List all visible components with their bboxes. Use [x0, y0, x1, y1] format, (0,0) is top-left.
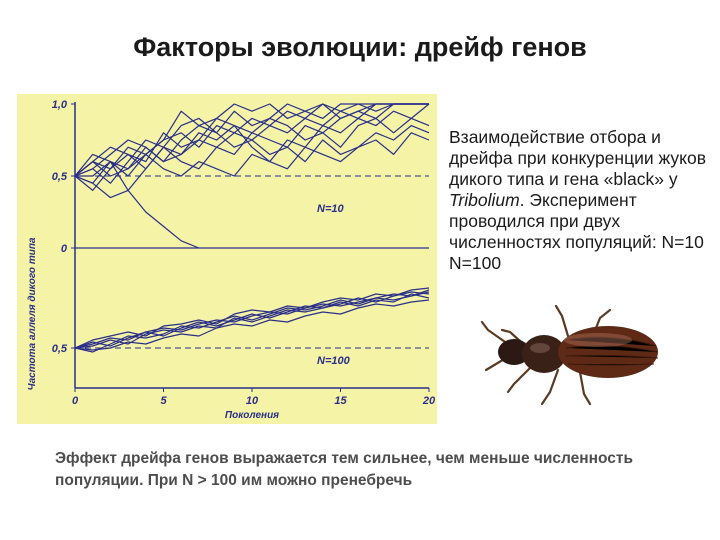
- x-tick-label: 15: [334, 395, 347, 407]
- x-tick-label: 0: [72, 395, 79, 407]
- panel-label: N=100: [317, 355, 351, 367]
- y-tick-label: 0,5: [52, 343, 68, 355]
- x-axis-label: Поколения: [225, 410, 279, 421]
- description-after: . Эксперимент проводился при двух числен…: [449, 190, 704, 273]
- footer-text: Эффект дрейфа генов выражается тем сильн…: [55, 450, 634, 489]
- series-line-n10-1: [74, 103, 429, 177]
- description-before: Взаимодействие отбора и дрейфа при конку…: [449, 127, 707, 189]
- series-line-n10-10: [74, 175, 200, 249]
- y-axis-label: Частота аллеля дикого типа: [27, 237, 38, 390]
- series-line-n10-4: [74, 103, 429, 177]
- drift-chart: 0 5 10 15 20 Поколения Частота аллеля дикого т…: [27, 99, 436, 421]
- slide-title: Факторы эволюции: дрейф генов: [133, 32, 587, 62]
- chart-panel: 0 5 10 15 20 Поколения Частота аллеля дикого т…: [17, 94, 437, 424]
- y-tick-label: 0,5: [52, 171, 68, 183]
- x-tick-label: 5: [160, 395, 167, 407]
- series-line-n10-7: [74, 103, 429, 177]
- beetle-image: [480, 304, 659, 406]
- y-tick-label: 0: [61, 243, 68, 255]
- series-line-n10-6: [74, 125, 430, 177]
- x-tick-label: 20: [422, 395, 436, 407]
- series-line-n10-9: [74, 132, 430, 177]
- y-tick-label: 1,0: [52, 99, 68, 111]
- series-line-n10-3: [74, 103, 430, 184]
- series-line-n100-4: [74, 293, 430, 349]
- x-tick-label: 10: [246, 395, 259, 407]
- description-text: Взаимодействие отбора и дрейфа при конку…: [449, 127, 714, 274]
- description-species: Tribolium: [449, 190, 520, 210]
- series-line-n100-3: [74, 291, 430, 349]
- panel-label: N=10: [317, 203, 344, 215]
- series-line-n100-5: [74, 299, 430, 351]
- series-line-n10-2: [74, 103, 429, 184]
- series-line-n100-2: [74, 289, 430, 353]
- series-line-n100-6: [74, 287, 430, 349]
- series-line-n10-8: [75, 103, 429, 192]
- series-line-n100-1: [74, 291, 430, 349]
